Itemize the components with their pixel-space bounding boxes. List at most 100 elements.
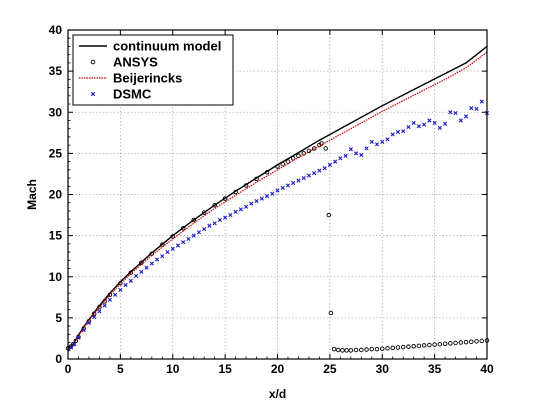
data-point	[380, 346, 385, 351]
data-point	[336, 347, 341, 353]
x-tick-label: 10	[166, 362, 180, 376]
legend-label: Beijerincks	[113, 71, 182, 86]
data-point	[348, 147, 353, 152]
y-axis-title: Mach	[25, 179, 39, 210]
data-point	[323, 146, 328, 151]
series-ansys	[65, 141, 490, 353]
data-point	[275, 188, 280, 193]
data-point	[333, 159, 338, 164]
legend-item: continuum model	[79, 39, 221, 54]
data-point	[285, 183, 291, 188]
x-tick-label: 35	[428, 362, 442, 376]
data-point	[348, 348, 354, 353]
data-point	[175, 243, 181, 248]
y-tick-label: 15	[49, 229, 63, 243]
data-point	[280, 161, 285, 167]
data-point	[395, 129, 401, 135]
legend-label: DSMC	[113, 87, 152, 102]
series-dsmc	[69, 99, 490, 350]
data-point	[343, 153, 348, 158]
legend-item: ANSYS	[90, 55, 158, 70]
legend-label: ANSYS	[113, 55, 158, 70]
data-point	[442, 341, 448, 347]
data-point	[390, 132, 395, 137]
data-point	[411, 344, 416, 349]
data-point	[254, 176, 259, 182]
data-point	[222, 196, 228, 201]
y-tick-label: 25	[49, 146, 63, 160]
x-tick-label: 0	[65, 362, 72, 376]
legend-item: DSMC	[90, 87, 152, 102]
data-point	[123, 282, 128, 288]
data-point	[306, 148, 312, 154]
x-tick-label: 30	[376, 362, 390, 376]
data-point	[76, 335, 81, 340]
data-point	[416, 124, 422, 129]
data-point	[149, 261, 154, 266]
data-point	[186, 236, 191, 242]
y-tick-label: 0	[55, 352, 62, 366]
data-point	[458, 118, 463, 123]
data-point	[280, 185, 285, 191]
data-point	[380, 139, 385, 144]
data-point	[202, 226, 207, 232]
data-point	[374, 346, 380, 352]
data-point	[331, 346, 337, 352]
y-tick-label: 30	[49, 105, 63, 119]
data-point	[181, 240, 186, 245]
grid	[68, 30, 487, 359]
data-point	[91, 311, 97, 317]
data-point	[448, 341, 453, 346]
data-point	[364, 347, 369, 352]
data-point	[469, 339, 474, 344]
data-point	[427, 118, 432, 123]
data-point	[369, 139, 374, 144]
legend-label: continuum model	[113, 39, 221, 54]
data-point	[217, 217, 222, 223]
data-point	[72, 342, 77, 347]
data-point	[312, 171, 317, 176]
data-point	[458, 340, 464, 345]
data-point	[201, 210, 207, 215]
data-point	[353, 151, 359, 156]
data-point	[327, 162, 332, 167]
data-point	[133, 273, 139, 279]
data-point	[474, 106, 479, 112]
data-point	[322, 166, 327, 171]
y-tick-label: 5	[55, 311, 62, 325]
axes: 0 5 10 15 20 25 30 35 40 0 5 10 15 20 25 30 35 40 x/d Mach	[25, 23, 494, 401]
data-point	[328, 310, 334, 316]
data-point	[118, 281, 123, 286]
data-point	[364, 146, 369, 151]
x-tick-label: 5	[117, 362, 124, 376]
data-point	[406, 344, 411, 349]
data-point	[479, 99, 484, 104]
data-point	[81, 328, 86, 333]
data-point	[243, 204, 249, 209]
data-point	[437, 341, 443, 347]
data-point	[448, 110, 453, 115]
data-point	[228, 212, 233, 218]
data-point	[212, 221, 217, 226]
data-point	[270, 191, 275, 196]
data-point	[422, 122, 427, 127]
data-point	[243, 183, 249, 188]
data-point	[165, 249, 170, 255]
data-point	[326, 212, 332, 218]
data-point	[374, 142, 380, 147]
x-tick-label: 40	[480, 362, 494, 376]
data-point	[385, 137, 390, 142]
data-point	[463, 114, 469, 119]
data-point	[317, 168, 322, 173]
data-point	[86, 320, 92, 325]
data-point	[144, 265, 149, 270]
data-point	[411, 120, 416, 126]
data-point	[128, 278, 133, 283]
data-point	[180, 225, 186, 231]
y-tick-label: 10	[49, 270, 63, 284]
data-point	[443, 121, 448, 126]
data-point	[359, 152, 364, 158]
data-point	[92, 314, 97, 320]
